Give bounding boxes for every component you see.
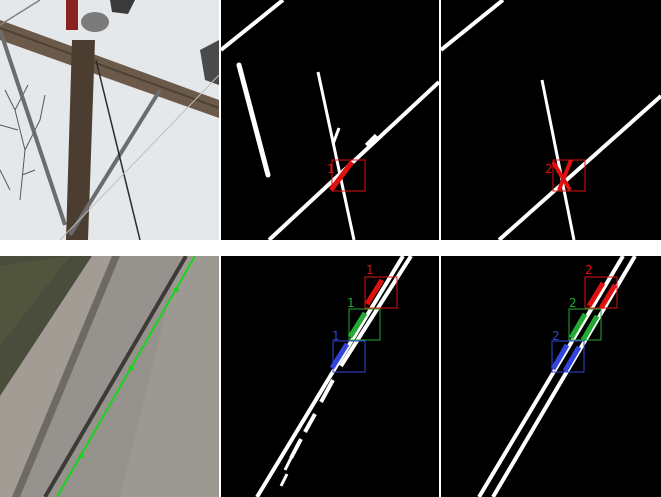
detection-segment-blue — [550, 343, 570, 371]
detection-label-blue: 1 — [332, 329, 340, 343]
detection-segment-red — [551, 160, 572, 192]
detection-segment-green — [347, 311, 368, 339]
mask-lines-top-1: 1 — [221, 0, 439, 240]
mask-line — [331, 127, 341, 145]
detection-box-red — [331, 159, 366, 192]
detection-box-green — [348, 308, 381, 341]
detection-box-red — [584, 276, 618, 309]
mask-line — [303, 413, 317, 433]
mask-line — [255, 256, 405, 497]
segmentation-mask-bottom-2: 2 2 2 — [441, 256, 661, 497]
line-keypoint — [128, 365, 134, 371]
mask-line — [441, 0, 505, 52]
detection-label-blue: 2 — [552, 329, 560, 343]
detection-segment-red — [329, 160, 354, 192]
mask-line — [279, 473, 289, 487]
mask-line — [319, 379, 335, 403]
detection-segment-red — [586, 281, 606, 308]
mask-line — [364, 133, 380, 149]
utility-pole-illustration — [0, 0, 219, 240]
segmentation-mask-top-1: 1 — [221, 0, 439, 240]
detection-segment-blue — [329, 342, 350, 370]
detection-box-blue — [551, 340, 585, 373]
mask-line — [491, 256, 637, 497]
mask-line — [221, 0, 285, 52]
line-keypoint — [78, 453, 84, 459]
detection-label-red: 1 — [366, 263, 374, 277]
detection-label-green: 1 — [347, 296, 355, 310]
mask-line — [236, 62, 271, 178]
detection-box-green — [568, 308, 602, 341]
photo-utility-pole — [0, 0, 219, 240]
mask-line — [497, 94, 661, 240]
detection-segment-green — [568, 312, 588, 340]
detection-label-red: 2 — [585, 263, 593, 277]
detection-box-red — [364, 276, 398, 309]
detection-label-red: 1 — [327, 162, 335, 176]
mask-lines-top-2: 2 — [441, 0, 661, 240]
mask-line — [477, 256, 625, 497]
detection-box-blue — [332, 340, 366, 373]
detection-segment-blue — [562, 345, 582, 373]
mask-lines-bottom-2: 2 2 2 — [477, 256, 637, 497]
detection-segment-red — [364, 278, 385, 306]
detection-segment-red — [598, 283, 618, 310]
detection-box-red — [552, 159, 586, 192]
mask-line — [339, 256, 413, 368]
detection-segment-green — [580, 314, 600, 342]
mask-line — [267, 80, 439, 240]
detection-label-red: 2 — [545, 162, 553, 176]
mask-line — [283, 449, 297, 471]
aerial-road-illustration — [0, 256, 219, 497]
line-keypoint — [173, 287, 179, 293]
mask-lines-bottom-1: 1 1 1 — [255, 256, 413, 497]
mask-line — [316, 71, 356, 240]
detection-label-green: 2 — [569, 296, 577, 310]
photo-aerial-road — [0, 256, 219, 497]
segmentation-mask-top-2: 2 — [441, 0, 661, 240]
segmentation-mask-bottom-1: 1 1 1 — [221, 256, 439, 497]
detection-segment-red — [557, 159, 573, 191]
